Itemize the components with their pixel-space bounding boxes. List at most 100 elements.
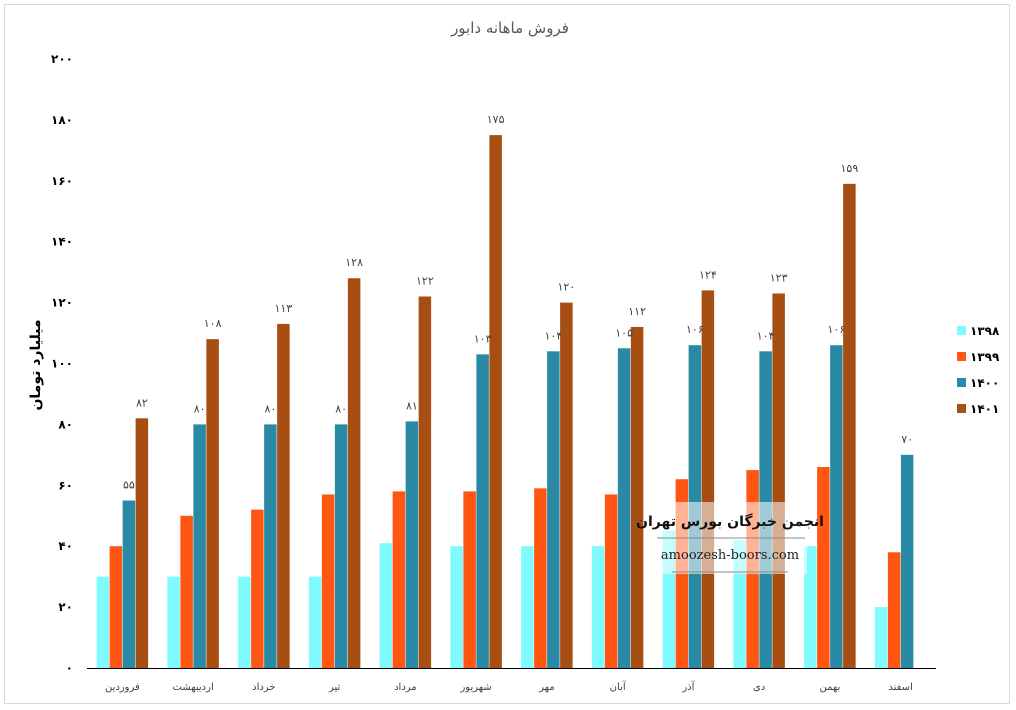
bar [264, 424, 277, 668]
bar [591, 546, 605, 668]
data-label: ۸۰ [264, 402, 276, 415]
watermark-url: amoozesh-boors.com [661, 548, 799, 563]
y-tick-label: ۶۰ [58, 478, 73, 492]
bar [347, 278, 361, 668]
bar [450, 546, 463, 668]
data-label: ۱۰۳ [474, 332, 492, 345]
bar [463, 491, 476, 668]
bar [817, 467, 830, 668]
data-label: ۱۰۶ [828, 323, 846, 336]
legend: ۱۳۹۸ ۱۳۹۹ ۱۴۰۰ ۱۴۰۱ [957, 324, 1000, 416]
data-label: ۱۵۹ [841, 162, 859, 175]
data-label: ۱۷۵ [487, 113, 505, 126]
x-tick-label: شهریور [459, 682, 491, 693]
data-label: ۱۱۳ [275, 302, 293, 315]
x-axis-ticks: فروردین اردیبهشت خرداد تیر مرداد شهریور مهر آبا… [105, 680, 913, 693]
bar [135, 418, 149, 668]
bar [701, 290, 715, 668]
data-label: ۱۲۸ [345, 256, 363, 269]
x-tick-label: دی [753, 682, 765, 693]
bar [476, 354, 489, 668]
legend-swatch [957, 326, 966, 335]
bar [238, 576, 251, 668]
data-labels-group: ۵۵ ۸۲ ۸۰ ۱۰۸ ۸۰ ۱۱۳ ۸۰ ۱۲۸ ۸۱ ۱۲۲ ۱۰۳ ۱۷۵ ۱۰۴ ۱۲۰ ۱۰۵ ۱… [123, 113, 913, 491]
y-tick-label: ۲۰ [58, 600, 73, 614]
data-label: ۱۲۳ [770, 271, 788, 284]
y-tick-label: ۰ [66, 661, 73, 675]
bar [489, 135, 502, 668]
bar [604, 494, 618, 668]
y-tick-label: ۱۲۰ [51, 296, 73, 310]
bar [900, 454, 914, 668]
watermark: انجمن خبرگان بورس تهران amoozesh-boors.c… [636, 502, 824, 574]
x-tick-label: مهر [538, 682, 554, 693]
bar [830, 345, 843, 668]
x-tick-label: بهمن [819, 682, 840, 693]
bar [521, 546, 534, 668]
y-axis-label: میلیارد تومان [28, 319, 44, 410]
y-axis-ticks: ۰ ۲۰ ۴۰ ۶۰ ۸۰ ۱۰۰ ۱۲۰ ۱۴۰ ۱۶۰ ۱۸۰ ۲۰۰ [51, 52, 73, 675]
bar [167, 576, 180, 668]
bar [251, 509, 264, 668]
legend-swatch [957, 378, 966, 387]
data-label: ۱۰۵ [615, 326, 633, 339]
data-label: ۸۰ [194, 402, 206, 415]
legend-swatch [957, 352, 966, 361]
bar [547, 351, 560, 668]
bar [843, 183, 856, 668]
bar [874, 607, 888, 668]
data-label: ۱۰۶ [686, 323, 704, 336]
data-label: ۵۵ [123, 479, 135, 492]
data-label: ۸۰ [335, 402, 347, 415]
bar [180, 515, 193, 668]
y-tick-label: ۱۰۰ [51, 357, 73, 371]
y-tick-label: ۱۶۰ [51, 174, 73, 188]
data-label: ۸۲ [136, 396, 148, 409]
bar [308, 576, 322, 668]
legend-label: ۱۳۹۹ [970, 350, 1000, 364]
bar [804, 546, 817, 668]
bar [334, 424, 348, 668]
data-label: ۱۰۸ [204, 317, 222, 330]
x-tick-label: آذر [681, 680, 695, 693]
bar [193, 424, 206, 668]
bar [772, 293, 785, 668]
y-tick-label: ۱۴۰ [51, 235, 73, 249]
bar [418, 296, 432, 668]
y-tick-label: ۴۰ [58, 539, 73, 553]
data-label: ۱۰۴ [545, 329, 563, 342]
x-tick-label: اسفند [888, 682, 912, 693]
chart-title: فروش ماهانه دابور [450, 19, 569, 37]
bars-group [96, 135, 914, 668]
bar [321, 494, 335, 668]
data-label: ۱۱۲ [628, 305, 646, 318]
y-tick-label: ۲۰۰ [51, 52, 73, 66]
bar [617, 348, 631, 668]
data-label: ۱۲۰ [558, 281, 576, 294]
bar [379, 543, 393, 668]
x-tick-label: فروردین [105, 682, 140, 693]
data-label: ۷۰ [901, 433, 913, 446]
bar [405, 421, 419, 668]
y-tick-label: ۸۰ [58, 417, 73, 431]
chart-frame [4, 4, 1010, 704]
data-label: ۸۱ [406, 399, 418, 412]
x-tick-label: اردیبهشت [173, 682, 214, 693]
watermark-title: انجمن خبرگان بورس تهران [636, 513, 824, 530]
data-label: ۱۲۲ [416, 275, 434, 288]
bar [534, 488, 547, 668]
bar [206, 339, 219, 668]
bar [122, 500, 136, 668]
legend-swatch [957, 404, 966, 413]
legend-label: ۱۴۰۰ [970, 376, 999, 390]
bar [630, 326, 644, 668]
bar [392, 491, 406, 668]
x-tick-label: خرداد [252, 682, 275, 693]
bar [109, 546, 123, 668]
bar [96, 576, 110, 668]
bar [887, 552, 901, 668]
legend-label: ۱۳۹۸ [970, 324, 1000, 338]
x-tick-label: مرداد [394, 682, 417, 693]
data-label: ۱۰۴ [757, 329, 775, 342]
